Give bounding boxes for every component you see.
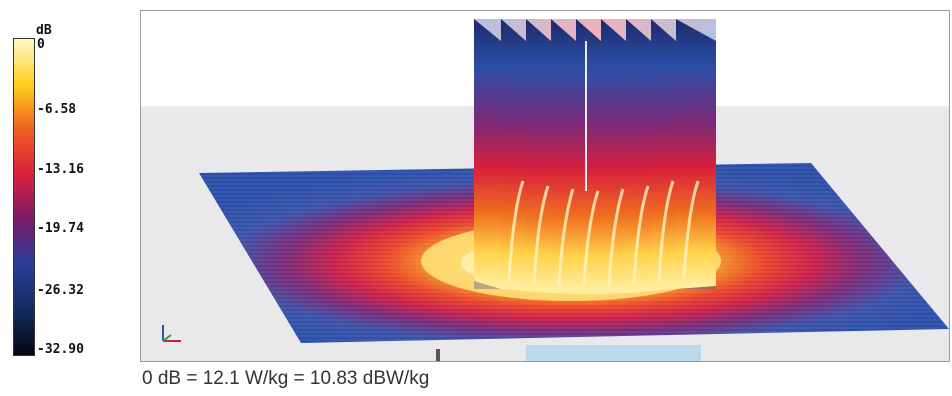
bottom-artifact <box>436 349 440 361</box>
sar-surface-svg <box>141 11 949 361</box>
colorbar-tick-1: -6.58 <box>37 102 77 117</box>
fin-2 <box>501 19 526 291</box>
colorbar <box>13 38 35 356</box>
fin-1 <box>474 19 501 289</box>
colorbar-tick-2: -13.16 <box>37 162 84 177</box>
fin-5 <box>576 19 601 294</box>
fin-4 <box>551 19 576 294</box>
colorbar-unit-label: dB <box>36 23 52 38</box>
fin-7 <box>626 19 651 293</box>
fin-3 <box>526 19 551 293</box>
bottom-reflection <box>526 345 701 361</box>
fin-9 <box>676 19 716 289</box>
axis-triad-icon <box>162 325 181 342</box>
fin-8 <box>651 19 676 291</box>
colorbar-tick-5: -32.90 <box>37 342 84 357</box>
reference-level-caption: 0 dB = 12.1 W/kg = 10.83 dBW/kg <box>142 368 430 389</box>
colorbar-tick-3: -19.74 <box>37 221 84 236</box>
colorbar-tick-0: 0 <box>37 37 45 52</box>
fin-block <box>474 19 716 294</box>
fin-6 <box>601 19 626 294</box>
colorbar-tick-4: -26.32 <box>37 283 84 298</box>
sar-3d-surface-plot <box>140 10 950 362</box>
